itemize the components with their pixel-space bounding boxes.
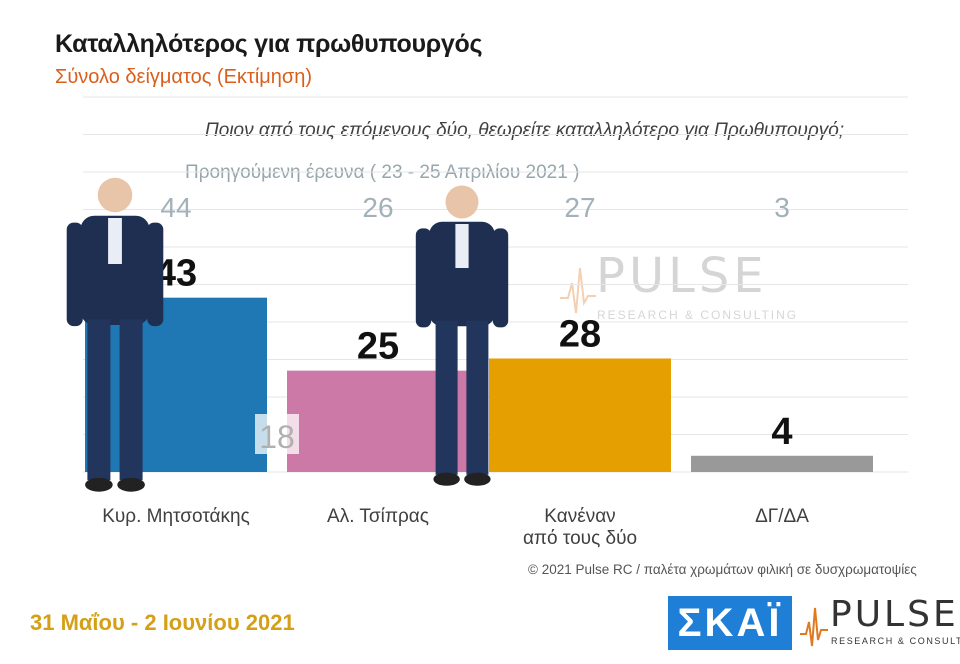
person-tsipras-photo — [415, 185, 509, 486]
person-mitsotakis-photo — [66, 177, 164, 492]
pulse-watermark: PULSE RESEARCH & CONSULTING — [560, 248, 796, 338]
copyright-note: © 2021 Pulse RC / παλέτα χρωμάτων φιλική… — [528, 562, 917, 577]
bar-value-label: 25 — [357, 326, 399, 368]
skai-logo: ΣΚΑΪ — [668, 596, 792, 650]
pulse-wave-icon — [800, 607, 828, 647]
bar-value-label: 4 — [771, 411, 792, 453]
pulse-wave-icon — [560, 267, 596, 314]
previous-value-label: 3 — [774, 192, 790, 223]
annotation-bg — [255, 414, 299, 454]
chart-subtitle: Σύνολο δείγματος (Εκτίμηση) — [55, 66, 313, 88]
watermark-subtext: RESEARCH & CONSULTING — [597, 308, 799, 322]
category-label: Κανέναν — [544, 506, 615, 527]
pulse-logo-subtext: RESEARCH & CONSULTING — [831, 636, 960, 646]
category-label: Αλ. Τσίπρας — [327, 506, 429, 527]
category-label: από τους δύο — [523, 528, 637, 549]
survey-question: Ποιον από τους επόμενους δύο, θεωρείτε κ… — [205, 120, 845, 141]
previous-value-label: 27 — [564, 192, 595, 223]
chart-title: Καταλληλότερος για πρωθυπουργός — [55, 30, 483, 58]
category-label: ΔΓ/ΔΑ — [755, 506, 809, 527]
previous-value-label: 26 — [362, 192, 393, 223]
bar — [691, 455, 873, 472]
annotation-label: 18 — [259, 419, 295, 455]
bar-chart: 4 3 44 Κυρ. Μητσοτάκης 25 26 Αλ. Τσίπρας 28 27 Κα… — [66, 96, 908, 549]
category-label: Κυρ. Μητσοτάκης — [102, 506, 250, 527]
bar-value-label: 28 — [559, 313, 601, 355]
previous-value-label: 44 — [160, 192, 191, 223]
survey-date: 31 Μαΐου - 2 Ιουνίου 2021 — [30, 610, 295, 635]
watermark-word: PULSE — [596, 248, 768, 304]
pulse-logo: PULSE RESEARCH & CONSULTING — [800, 594, 960, 654]
bar — [85, 297, 267, 472]
bar — [489, 358, 671, 472]
pulse-logo-word: PULSE — [830, 594, 959, 635]
